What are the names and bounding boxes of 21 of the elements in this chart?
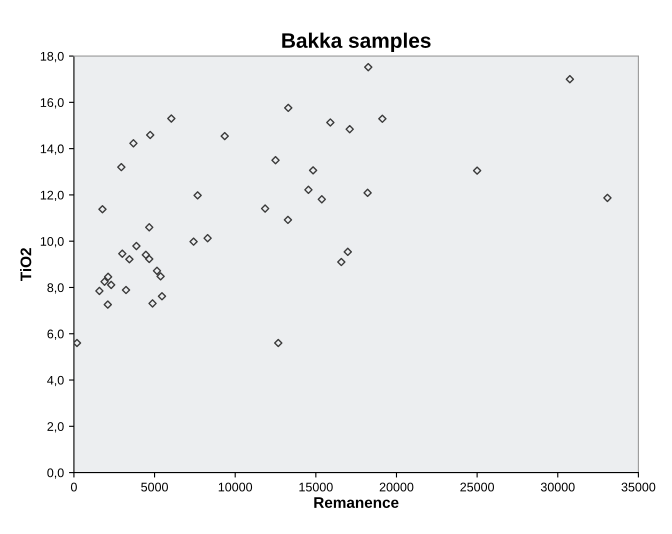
y-tick-label: 6,0 (47, 330, 64, 340)
x-tick-label: 0 (70, 482, 77, 492)
y-tick-label: 12,0 (40, 190, 64, 202)
x-tick-label: 20000 (380, 482, 414, 492)
x-tick-label: 30000 (540, 482, 575, 492)
x-axis-title: Remanence (314, 497, 399, 508)
x-tick-label: 35000 (622, 482, 656, 492)
y-tick-label: 0,0 (47, 468, 64, 479)
y-tick-label: 8,0 (47, 283, 64, 294)
y-tick-label: 18,0 (40, 52, 64, 62)
y-tick-label: 2,0 (47, 422, 64, 432)
x-tick-label: 10000 (218, 482, 252, 492)
x-tick-label: 5000 (141, 482, 168, 492)
y-tick-label: 4,0 (47, 376, 64, 386)
y-tick-label: 16,0 (40, 98, 64, 108)
x-tick-label: 25000 (460, 482, 494, 492)
y-tick-label: 14,0 (40, 144, 64, 155)
chart-title: Bakka samples (282, 32, 431, 52)
y-axis-title: TiO2 (20, 248, 32, 281)
x-tick-label: 15000 (299, 482, 333, 492)
y-tick-label: 10,0 (40, 236, 64, 248)
